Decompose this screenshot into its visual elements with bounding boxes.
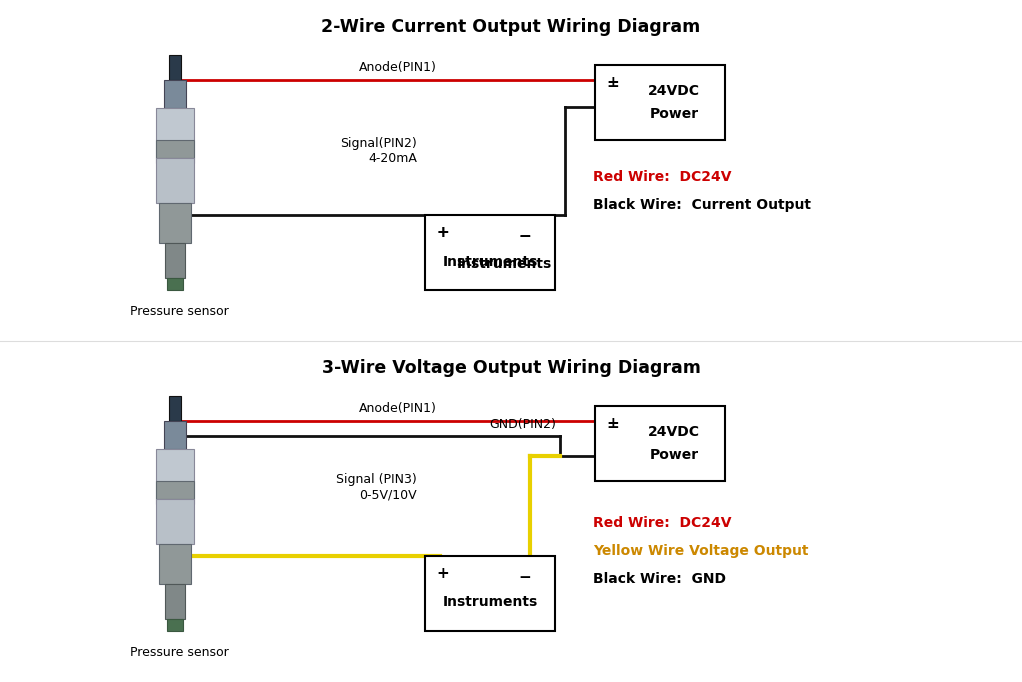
Text: +: + — [607, 416, 619, 431]
Text: Pressure sensor: Pressure sensor — [130, 646, 229, 659]
Text: 3-Wire Voltage Output Wiring Diagram: 3-Wire Voltage Output Wiring Diagram — [322, 359, 700, 377]
Text: Red Wire:  DC24V: Red Wire: DC24V — [593, 170, 732, 184]
Text: Black Wire:  GND: Black Wire: GND — [593, 572, 726, 586]
Text: Instruments: Instruments — [443, 254, 538, 269]
Text: Black Wire:  Current Output: Black Wire: Current Output — [593, 198, 811, 212]
Bar — [595, 65, 725, 140]
Bar — [169, 396, 181, 421]
Bar — [167, 278, 183, 290]
Bar — [595, 406, 725, 481]
Text: Red Wire:  DC24V: Red Wire: DC24V — [593, 516, 732, 530]
Text: +: + — [607, 75, 619, 90]
Text: Anode(PIN1): Anode(PIN1) — [359, 61, 436, 74]
Bar — [159, 203, 191, 243]
Text: +: + — [436, 566, 450, 581]
Bar — [156, 108, 194, 163]
Text: +: + — [436, 225, 450, 240]
Text: 2-Wire Current Output Wiring Diagram: 2-Wire Current Output Wiring Diagram — [321, 18, 701, 36]
Text: Yellow Wire Voltage Output: Yellow Wire Voltage Output — [593, 544, 808, 558]
Bar — [425, 556, 555, 631]
Text: −: − — [518, 229, 531, 244]
Text: Signal (PIN3)
0-5V/10V: Signal (PIN3) 0-5V/10V — [336, 473, 417, 501]
Text: Anode(PIN1): Anode(PIN1) — [359, 402, 436, 415]
Bar — [156, 158, 194, 203]
Bar — [169, 55, 181, 80]
Bar — [425, 215, 555, 290]
Text: −: − — [518, 229, 531, 244]
Text: Power: Power — [649, 107, 699, 121]
Bar — [167, 619, 183, 631]
Text: −: − — [518, 570, 531, 585]
Bar — [164, 80, 186, 108]
Text: 24VDC: 24VDC — [648, 426, 700, 439]
Bar — [164, 421, 186, 449]
Bar — [156, 499, 194, 544]
Bar — [156, 140, 194, 158]
Text: 24VDC: 24VDC — [648, 85, 700, 98]
Text: Instruments: Instruments — [457, 256, 552, 271]
Bar — [156, 481, 194, 499]
Text: Power: Power — [649, 448, 699, 462]
Text: −: − — [607, 79, 619, 94]
Bar — [159, 544, 191, 584]
Text: −: − — [607, 420, 619, 435]
Bar — [156, 449, 194, 504]
Text: GND(PIN2): GND(PIN2) — [490, 418, 556, 431]
Bar — [165, 243, 185, 278]
Text: Instruments: Instruments — [443, 595, 538, 610]
Text: Signal(PIN2)
4-20mA: Signal(PIN2) 4-20mA — [340, 138, 417, 166]
Text: Pressure sensor: Pressure sensor — [130, 305, 229, 318]
Text: +: + — [436, 225, 450, 240]
Bar — [165, 584, 185, 619]
